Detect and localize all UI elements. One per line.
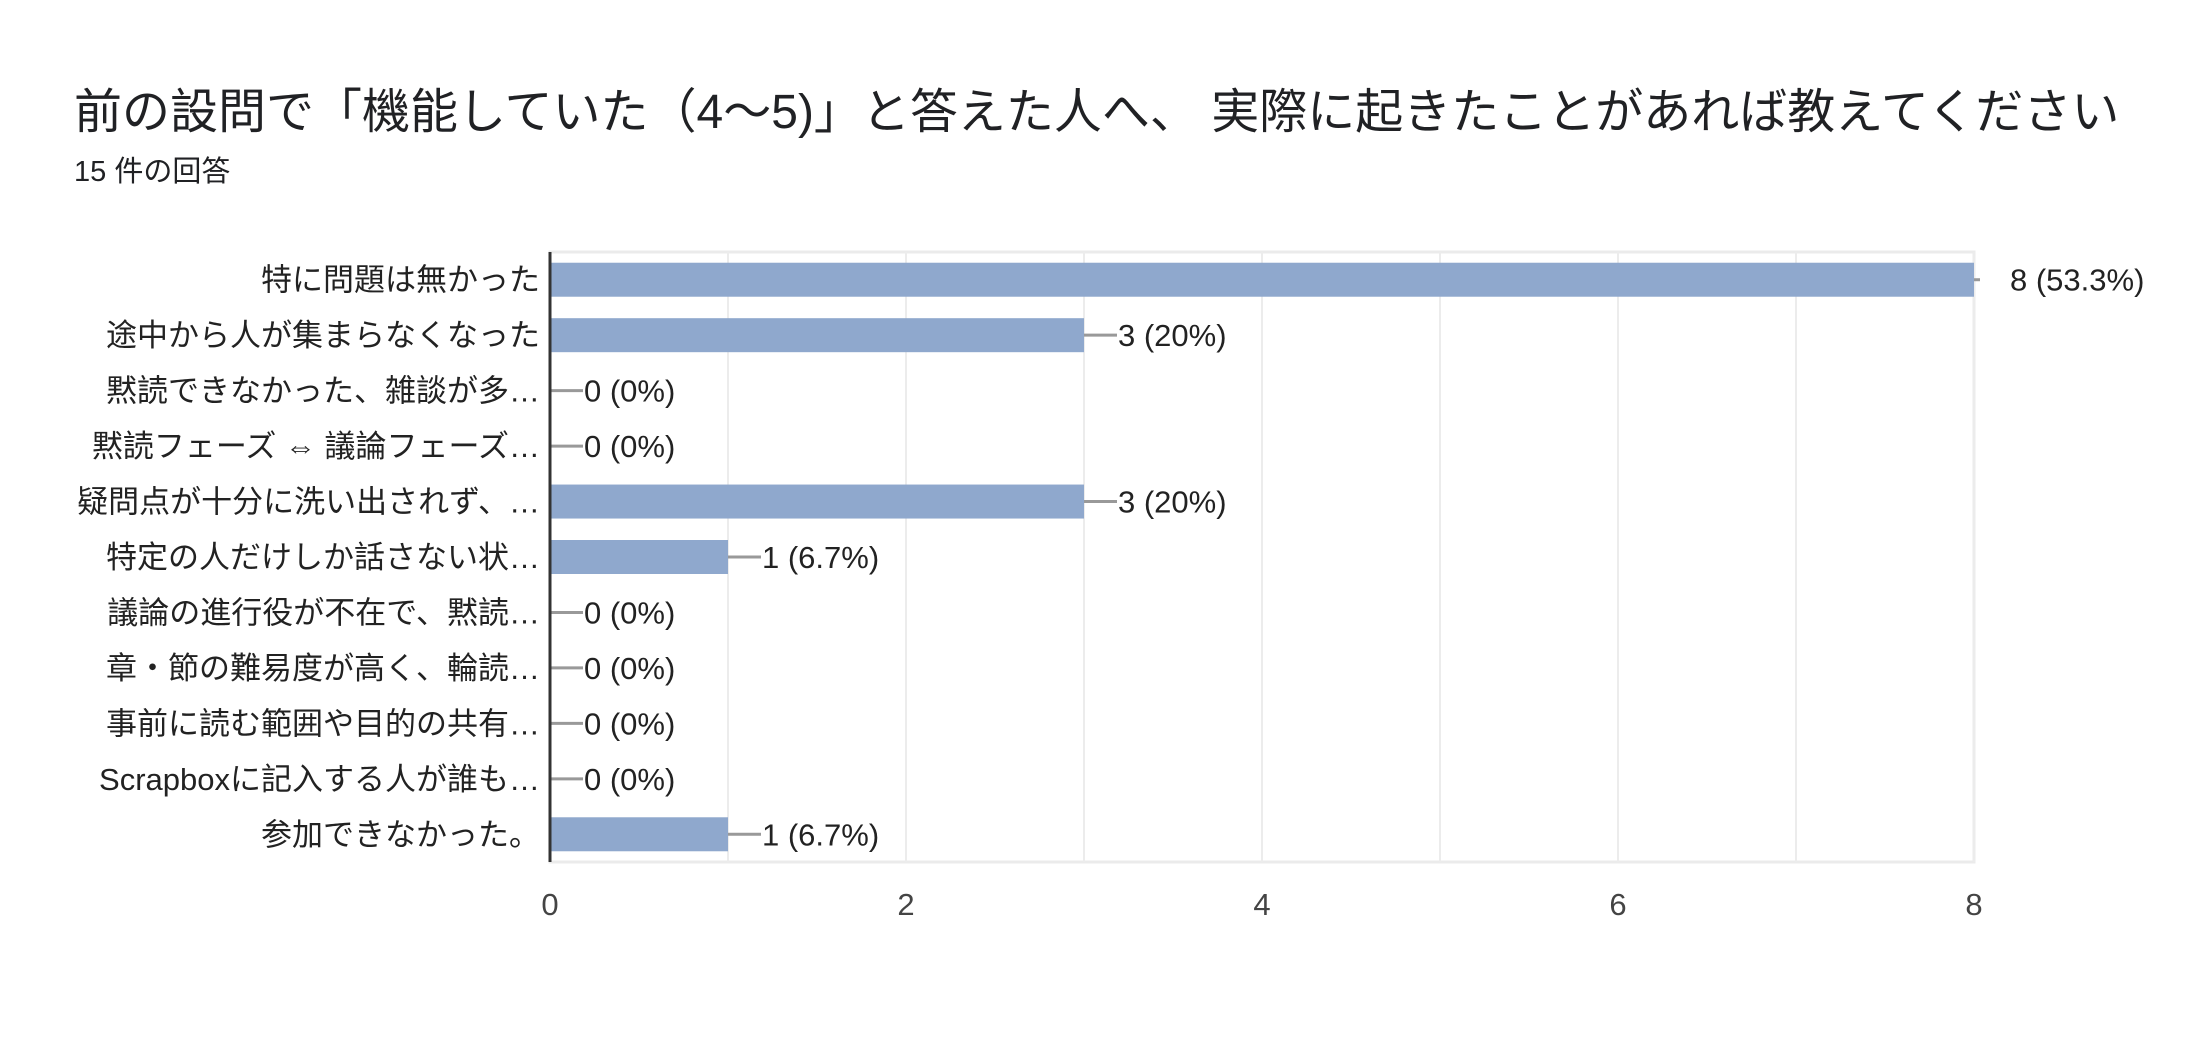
data-label: 0 (0%) xyxy=(584,374,675,409)
bar xyxy=(550,484,1084,519)
response-count: 15 件の回答 xyxy=(74,156,231,188)
data-label: 0 (0%) xyxy=(584,595,675,630)
bar xyxy=(550,262,1974,297)
data-label: 3 (20%) xyxy=(1118,318,1227,353)
category-label: 参加できなかった。 xyxy=(261,817,540,852)
data-label: 0 (0%) xyxy=(584,429,675,464)
bar xyxy=(550,318,1084,353)
x-tick-label: 2 xyxy=(897,887,914,922)
category-label: 特定の人だけしか話さない状… xyxy=(106,540,540,575)
data-label: 1 (6.7%) xyxy=(762,540,879,575)
bar xyxy=(550,540,728,574)
category-label: 議論の進行役が不在で、黙読… xyxy=(107,595,540,630)
category-label: 特に問題は無かった xyxy=(261,263,540,298)
x-tick-label: 8 xyxy=(1965,887,1982,922)
data-label: 0 (0%) xyxy=(584,706,675,741)
category-label: 事前に読む範囲や目的の共有… xyxy=(106,706,540,741)
data-label: 0 (0%) xyxy=(584,762,675,797)
bar xyxy=(550,817,728,852)
data-label: 3 (20%) xyxy=(1118,485,1227,520)
category-label: 途中から人が集まらなくなった xyxy=(106,318,540,353)
category-label: 章・節の難易度が高く、輪読… xyxy=(106,651,540,686)
x-tick-label: 6 xyxy=(1609,887,1626,922)
category-label: 黙読フェーズ ⇔ 議論フェーズ… xyxy=(92,429,540,464)
category-label: 疑問点が十分に洗い出されず、… xyxy=(77,485,540,520)
x-tick-label: 0 xyxy=(541,887,558,922)
data-label: 0 (0%) xyxy=(584,651,675,686)
data-label: 1 (6.7%) xyxy=(762,817,879,852)
chart-title: 前の設問で「機能していた（4～5)」と答えた人へ、 実際に起きたことがあれば教え… xyxy=(74,86,2120,139)
x-tick-label: 4 xyxy=(1253,887,1270,922)
data-label: 8 (53.3%) xyxy=(2010,263,2144,298)
category-label: 黙読できなかった、雑談が多… xyxy=(106,374,540,409)
category-label: Scrapboxに記入する人が誰も… xyxy=(99,762,540,797)
